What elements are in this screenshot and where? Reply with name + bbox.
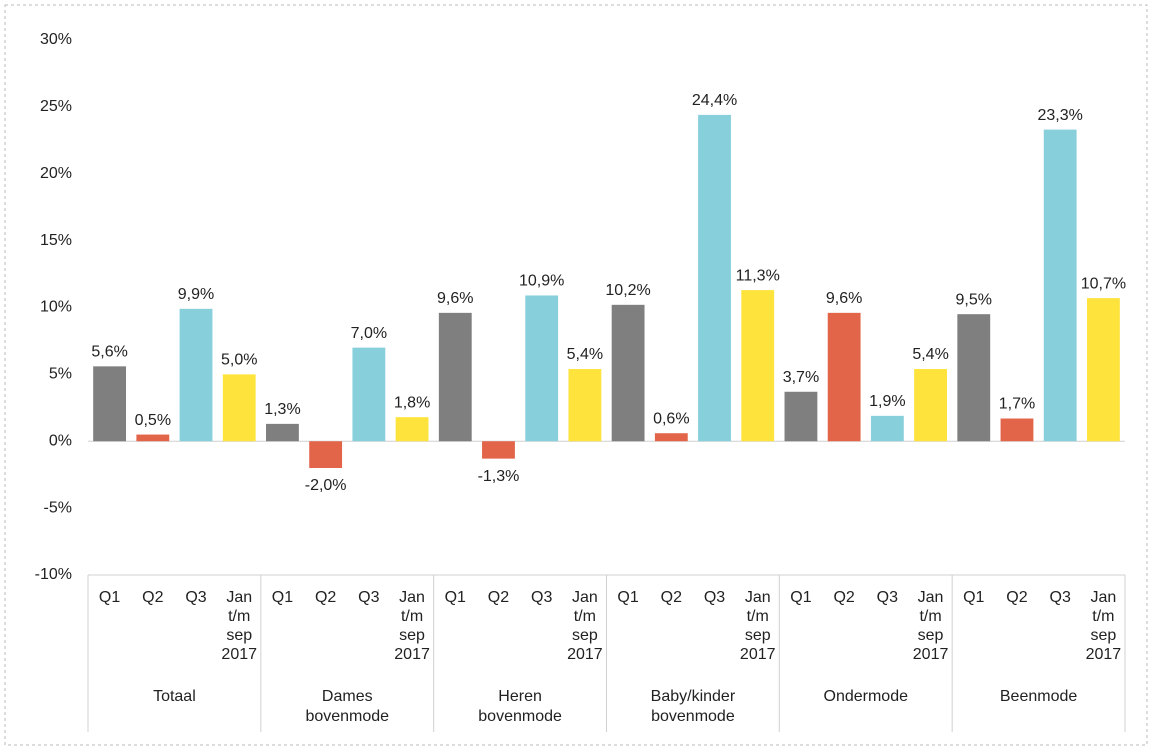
y-tick-label: 30% bbox=[40, 31, 72, 48]
bar bbox=[957, 314, 991, 442]
bar bbox=[784, 391, 818, 442]
data-label: 5,0% bbox=[221, 352, 257, 369]
data-label: 9,5% bbox=[956, 291, 992, 308]
data-label: 9,6% bbox=[826, 290, 862, 307]
group-label: Ondermode bbox=[824, 688, 909, 705]
data-label: 1,3% bbox=[264, 401, 300, 418]
x-tick-label: Q2 bbox=[315, 589, 336, 606]
x-tick-label: Q1 bbox=[617, 589, 638, 606]
y-tick-label: 15% bbox=[40, 232, 72, 249]
y-tick-label: 25% bbox=[40, 98, 72, 115]
bar bbox=[741, 290, 775, 442]
data-label: 9,6% bbox=[437, 290, 473, 307]
bar bbox=[266, 423, 299, 442]
bar bbox=[827, 312, 861, 442]
group-label: Beenmode bbox=[1000, 688, 1077, 705]
data-label: 23,3% bbox=[1038, 107, 1083, 124]
y-tick-label: 20% bbox=[40, 165, 72, 182]
data-label: 24,4% bbox=[692, 92, 737, 109]
group-label: Baby/kinder bovenmode bbox=[651, 688, 736, 725]
bar bbox=[525, 295, 559, 442]
y-tick-label: 0% bbox=[49, 432, 72, 449]
data-label: 5,4% bbox=[567, 346, 603, 363]
y-tick-label: -10% bbox=[35, 566, 72, 583]
group-label: Totaal bbox=[153, 688, 196, 705]
bar bbox=[309, 441, 343, 468]
x-tick-label: Q3 bbox=[704, 589, 725, 606]
x-tick-label: Q1 bbox=[445, 589, 466, 606]
data-label: 5,4% bbox=[912, 346, 948, 363]
x-tick-label: Q3 bbox=[877, 589, 898, 606]
y-tick-label: 5% bbox=[49, 366, 72, 383]
bar bbox=[870, 415, 904, 442]
x-tick-label: Q3 bbox=[185, 589, 206, 606]
x-tick-label: Q2 bbox=[142, 589, 163, 606]
data-label: 10,2% bbox=[605, 282, 650, 299]
x-tick-label: Q1 bbox=[790, 589, 811, 606]
data-label: 11,3% bbox=[736, 267, 780, 284]
x-tick-label: Q2 bbox=[488, 589, 509, 606]
data-label: -2,0% bbox=[305, 477, 347, 494]
bar bbox=[222, 374, 256, 442]
data-label: 9,9% bbox=[178, 286, 214, 303]
bar bbox=[568, 369, 602, 442]
data-label: 1,7% bbox=[999, 396, 1035, 413]
data-label: 1,8% bbox=[394, 394, 430, 411]
x-tick-label: Q2 bbox=[1006, 589, 1027, 606]
chart-border bbox=[4, 4, 1148, 746]
data-label: 10,9% bbox=[519, 273, 564, 290]
data-label: 0,6% bbox=[653, 410, 689, 427]
bar bbox=[482, 441, 515, 459]
bar bbox=[136, 434, 170, 442]
bar bbox=[1043, 129, 1077, 442]
data-label: 0,5% bbox=[135, 412, 171, 429]
bar bbox=[438, 312, 472, 442]
x-tick-label: Jan t/m sep 2017 bbox=[567, 589, 603, 663]
x-tick-label: Jan t/m sep 2017 bbox=[740, 589, 776, 663]
group-label: Dames bovenmode bbox=[305, 688, 389, 725]
x-tick-label: Q1 bbox=[99, 589, 120, 606]
bar bbox=[179, 308, 213, 442]
data-label: -1,3% bbox=[478, 468, 520, 485]
x-tick-label: Q2 bbox=[833, 589, 854, 606]
data-label: 7,0% bbox=[351, 325, 387, 342]
data-label: 5,6% bbox=[91, 344, 127, 361]
x-tick-label: Q3 bbox=[358, 589, 379, 606]
x-tick-label: Q1 bbox=[963, 589, 984, 606]
bar bbox=[1000, 418, 1034, 442]
x-tick-label: Jan t/m sep 2017 bbox=[394, 589, 430, 663]
bar bbox=[352, 347, 386, 442]
data-label: 10,7% bbox=[1081, 275, 1126, 292]
bar bbox=[654, 433, 688, 442]
bar bbox=[1086, 298, 1120, 442]
x-tick-label: Q2 bbox=[661, 589, 682, 606]
bar bbox=[914, 369, 947, 442]
x-tick-label: Jan t/m sep 2017 bbox=[1086, 589, 1122, 663]
group-label: Heren bovenmode bbox=[478, 688, 562, 725]
x-tick-label: Jan t/m sep 2017 bbox=[913, 589, 949, 663]
bar bbox=[395, 417, 429, 442]
data-label: 1,9% bbox=[869, 393, 905, 410]
x-tick-label: Q1 bbox=[272, 589, 293, 606]
y-tick-label: -5% bbox=[44, 499, 72, 516]
bar bbox=[698, 114, 731, 442]
y-tick-label: 10% bbox=[40, 299, 72, 316]
x-tick-label: Jan t/m sep 2017 bbox=[221, 589, 257, 663]
bar bbox=[93, 366, 127, 442]
x-tick-label: Q3 bbox=[1050, 589, 1071, 606]
bar bbox=[611, 304, 645, 442]
x-tick-label: Q3 bbox=[531, 589, 552, 606]
data-label: 3,7% bbox=[783, 369, 819, 386]
